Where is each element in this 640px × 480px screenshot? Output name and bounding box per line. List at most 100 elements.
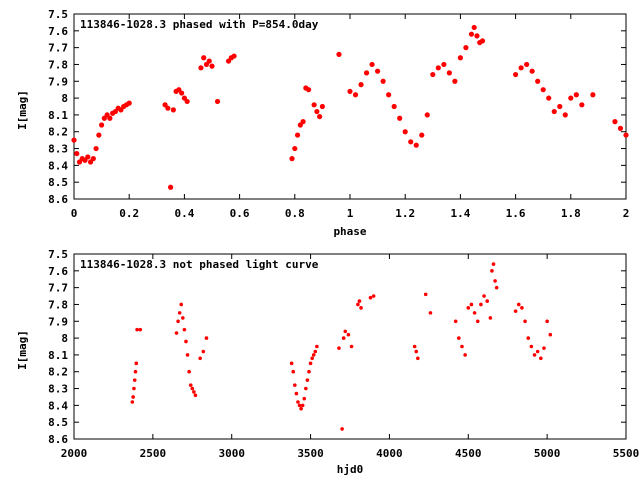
phased-data-point <box>126 100 132 106</box>
unphased-y-tick-label: 8.5 <box>48 416 68 429</box>
phased-data-point <box>300 119 306 125</box>
phased-x-tick-label: 1.2 <box>395 207 415 220</box>
unphased-data-point <box>307 369 311 374</box>
phased-x-tick-label: 0.2 <box>119 207 139 220</box>
unphased-data-points <box>130 262 553 431</box>
phased-chart-title: 113846-1028.3 phased with P=854.0day <box>80 18 319 31</box>
unphased-y-tick-label: 7.8 <box>48 298 68 311</box>
phased-data-point <box>579 102 585 108</box>
phased-data-point <box>209 63 215 69</box>
phased-y-axis-label: I[mag] <box>16 90 29 130</box>
phased-data-point <box>452 78 458 84</box>
unphased-y-tick-label: 8.2 <box>48 366 68 379</box>
phased-data-point <box>201 55 207 61</box>
unphased-data-point <box>177 311 182 315</box>
phased-data-point <box>369 61 375 68</box>
phased-data-point <box>546 95 552 101</box>
unphased-data-point <box>204 336 209 340</box>
unphased-x-tick-label: 5500 <box>613 447 640 460</box>
unphased-data-point <box>291 369 296 374</box>
unphased-data-point <box>337 346 341 350</box>
unphased-data-point <box>349 344 354 349</box>
phased-x-tick-label: 1.8 <box>561 207 581 220</box>
unphased-data-point <box>412 344 417 349</box>
unphased-data-point <box>313 349 318 354</box>
unphased-data-point <box>302 396 307 401</box>
phased-data-point <box>463 45 469 51</box>
unphased-y-tick-label: 8 <box>61 332 68 345</box>
phased-data-point <box>231 53 237 59</box>
phased-data-point <box>513 71 519 78</box>
unphased-x-tick-label: 3500 <box>297 447 324 460</box>
unphased-data-point <box>131 395 135 399</box>
unphased-data-point <box>193 393 198 398</box>
unphased-x-axis-label: hjd0 <box>337 463 364 476</box>
unphased-data-point <box>368 295 373 300</box>
unphased-y-tick-label: 7.6 <box>48 265 68 278</box>
phased-data-point <box>424 112 430 118</box>
unphased-data-point <box>346 332 351 337</box>
unphased-data-point <box>130 400 135 404</box>
phased-data-point <box>93 145 99 152</box>
unphased-y-tick-label: 8.3 <box>48 383 68 396</box>
phased-y-tick-label: 8.3 <box>48 143 68 156</box>
unphased-axis-ticks: 2000 2500 3000 3500 4000 4500 5000 5500 7.5 7.6 7.… <box>48 248 639 460</box>
phased-data-point <box>90 156 96 162</box>
phased-data-point <box>430 71 436 78</box>
phased-data-point <box>96 132 102 138</box>
unphased-data-point <box>304 386 308 391</box>
phased-data-point <box>573 92 579 98</box>
unphased-data-point <box>135 327 139 332</box>
unphased-data-point <box>529 344 534 349</box>
unphased-data-point <box>341 336 346 340</box>
phased-data-point <box>402 129 408 135</box>
phased-y-tick-label: 7.5 <box>48 8 68 21</box>
phased-x-axis-label: phase <box>333 225 366 238</box>
unphased-data-point <box>184 339 188 344</box>
unphased-data-point <box>185 353 190 357</box>
unphased-data-point <box>548 332 553 337</box>
unphased-data-point <box>466 306 471 310</box>
unphased-y-tick-label: 8.6 <box>48 433 68 446</box>
phased-data-point <box>413 142 419 148</box>
unphased-data-point <box>134 361 139 366</box>
phased-data-point <box>347 88 353 94</box>
unphased-data-point <box>460 344 464 349</box>
unphased-data-point <box>490 269 494 273</box>
unphased-data-point <box>472 311 477 315</box>
unphased-data-point <box>187 369 191 374</box>
unphased-data-point <box>305 378 310 382</box>
phased-x-tick-label: 0 <box>71 207 78 220</box>
unphased-data-point <box>296 400 300 404</box>
unphased-data-point <box>491 262 496 266</box>
phased-data-point <box>419 132 425 138</box>
phased-data-point <box>529 68 535 74</box>
phased-data-point <box>617 125 624 131</box>
unphased-data-point <box>479 302 483 307</box>
unphased-data-point <box>192 390 196 394</box>
unphased-x-tick-label: 2000 <box>61 447 88 460</box>
unphased-data-point <box>523 319 527 324</box>
phased-data-point <box>179 90 185 96</box>
unphased-data-point <box>482 294 486 298</box>
phased-data-point <box>446 70 452 76</box>
phased-data-point <box>375 68 381 74</box>
phased-x-tick-label: 2 <box>623 207 630 220</box>
phased-x-tick-label: 1.6 <box>506 207 526 220</box>
unphased-data-point <box>453 319 458 324</box>
unphased-data-point <box>526 336 531 340</box>
phased-data-point <box>71 137 77 143</box>
unphased-data-point <box>357 299 362 303</box>
phased-data-point <box>74 150 80 157</box>
unphased-data-point <box>343 329 348 334</box>
unphased-data-point <box>179 302 184 307</box>
unphased-data-point <box>176 319 180 324</box>
unphased-x-tick-label: 3000 <box>218 447 245 460</box>
unphased-chart-title: 113846-1028.3 not phased light curve <box>80 258 319 271</box>
phased-data-point <box>468 31 475 37</box>
unphased-data-point <box>133 369 138 374</box>
unphased-data-point <box>315 344 319 349</box>
unphased-data-point <box>294 391 299 396</box>
phased-data-point <box>292 145 298 152</box>
phased-data-point <box>317 113 323 120</box>
